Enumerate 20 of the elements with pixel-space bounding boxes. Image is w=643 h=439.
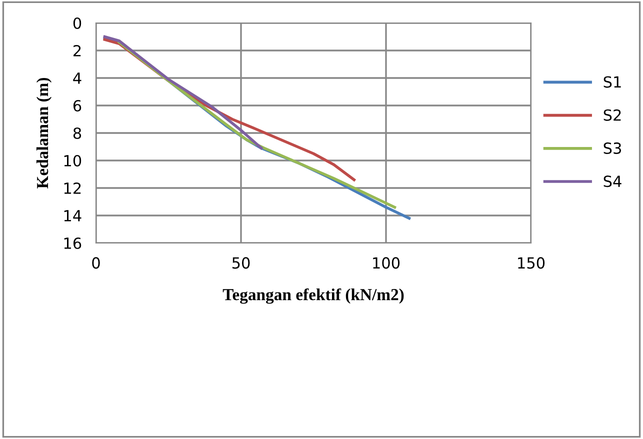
y-tick-label: 10 <box>64 154 82 167</box>
y-tick-label: 4 <box>73 72 82 84</box>
legend-label: S3 <box>604 142 621 154</box>
legend-label: S2 <box>604 109 621 121</box>
y-tick-label: 2 <box>74 44 81 56</box>
x-axis-title: Tegangan efektif (kN/m2) <box>222 288 404 304</box>
y-tick-label: 6 <box>73 100 82 112</box>
legend-label: S1 <box>604 76 621 88</box>
line-series <box>103 35 263 150</box>
y-tick-label: 0 <box>73 17 82 30</box>
x-tick-label: 150 <box>518 257 545 269</box>
x-tick-label: 100 <box>373 257 400 269</box>
y-tick-label: 8 <box>73 127 82 140</box>
y-axis-title: Kedalaman (m) <box>36 78 52 188</box>
x-tick-label: 0 <box>92 257 100 269</box>
legend-label: S4 <box>604 176 622 188</box>
y-tick-label: 16 <box>64 237 82 250</box>
x-tick-label: 50 <box>232 257 250 269</box>
y-tick-label: 14 <box>64 210 82 222</box>
y-tick-label: 12 <box>64 182 81 194</box>
